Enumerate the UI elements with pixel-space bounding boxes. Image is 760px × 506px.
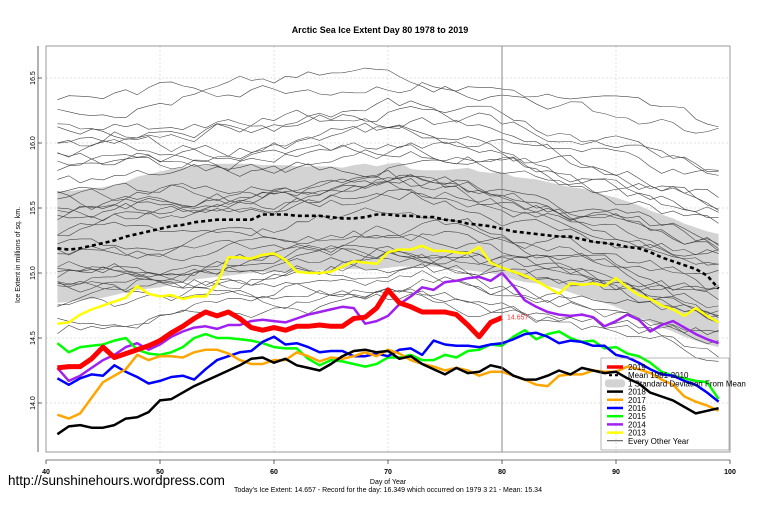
legend-swatch bbox=[605, 379, 625, 388]
x-tick-label: 50 bbox=[156, 469, 164, 476]
legend-box bbox=[600, 357, 730, 451]
other-year-line bbox=[57, 156, 719, 224]
x-axis-label: Day of Year bbox=[370, 479, 407, 486]
series-line-2018 bbox=[56, 348, 719, 436]
legend-label: 2017 bbox=[628, 396, 646, 405]
x-tick-label: 100 bbox=[724, 469, 736, 476]
other-year-line bbox=[57, 81, 719, 128]
y-axis-label: Ice Extent in millions of sq. km. bbox=[15, 207, 22, 303]
x-tick-label: 40 bbox=[42, 469, 50, 476]
legend-label: 2018 bbox=[628, 388, 646, 397]
x-tick-label: 90 bbox=[612, 469, 620, 476]
other-year-line bbox=[57, 97, 719, 176]
y-tick-label: 16.0 bbox=[30, 136, 37, 150]
y-tick-label: 15.0 bbox=[30, 266, 37, 280]
y-tick-label: 15.5 bbox=[30, 201, 37, 215]
x-tick-label: 70 bbox=[384, 469, 392, 476]
mean-line bbox=[57, 213, 720, 290]
legend-label: 2014 bbox=[628, 420, 646, 429]
chart-title: Arctic Sea Ice Extent Day 80 1978 to 201… bbox=[292, 25, 469, 35]
x-axis: 40 50 60 70 80 90 100 bbox=[42, 459, 736, 476]
other-year-line bbox=[57, 246, 719, 291]
legend-label: 2019 bbox=[628, 363, 646, 372]
plot-frame bbox=[45, 45, 731, 453]
other-year-line bbox=[57, 270, 719, 324]
mean-series-line bbox=[57, 213, 720, 290]
other-year-line bbox=[57, 174, 719, 246]
legend-label: 2016 bbox=[628, 404, 646, 413]
legend-label: 2013 bbox=[628, 429, 646, 438]
other-year-line bbox=[57, 149, 719, 213]
series-line-2013 bbox=[57, 244, 720, 325]
y-tick-label: 16.5 bbox=[30, 71, 37, 85]
other-year-line bbox=[57, 67, 719, 134]
x-tick-label: 60 bbox=[270, 469, 278, 476]
highlight-series bbox=[56, 244, 720, 436]
series-line-2019 bbox=[57, 287, 503, 371]
current-value-label: 14.657 bbox=[507, 315, 529, 322]
y-tick-label: 14.0 bbox=[30, 396, 37, 410]
other-year-line bbox=[57, 192, 719, 257]
other-year-line bbox=[57, 188, 719, 245]
other-year-line bbox=[57, 261, 719, 318]
other-year-line bbox=[57, 124, 719, 198]
chart-subtitle: Today's Ice Extent: 14.657 - Record for … bbox=[234, 487, 542, 494]
other-year-line bbox=[57, 207, 719, 275]
std-dev-area bbox=[57, 162, 719, 348]
other-year-line bbox=[57, 181, 719, 266]
other-year-line bbox=[57, 244, 719, 317]
watermark-url: http://sunshinehours.wordpress.com bbox=[8, 473, 225, 488]
legend-label: 1 Standard Deviation From Mean bbox=[628, 379, 746, 388]
other-year-line bbox=[57, 263, 719, 333]
x-tick-label: 80 bbox=[498, 469, 506, 476]
other-year-line bbox=[57, 176, 719, 265]
other-year-line bbox=[57, 227, 719, 300]
legend-label: 2015 bbox=[628, 412, 646, 421]
other-year-line bbox=[57, 141, 719, 218]
legend-label: Every Other Year bbox=[628, 437, 689, 446]
legend-label: Mean 1981-2010 bbox=[628, 371, 689, 380]
other-year-line bbox=[57, 169, 719, 252]
series-line-2014 bbox=[56, 271, 720, 383]
other-year-line bbox=[57, 115, 719, 175]
other-year-line bbox=[57, 105, 719, 172]
y-axis: 14.0 14.5 15.0 15.5 16.0 16.5 bbox=[30, 46, 42, 452]
other-year-line bbox=[57, 218, 719, 291]
other-year-line bbox=[57, 144, 719, 210]
std-dev-band bbox=[57, 162, 719, 348]
y-tick-label: 14.5 bbox=[30, 331, 37, 345]
series-line-2016 bbox=[56, 331, 720, 403]
